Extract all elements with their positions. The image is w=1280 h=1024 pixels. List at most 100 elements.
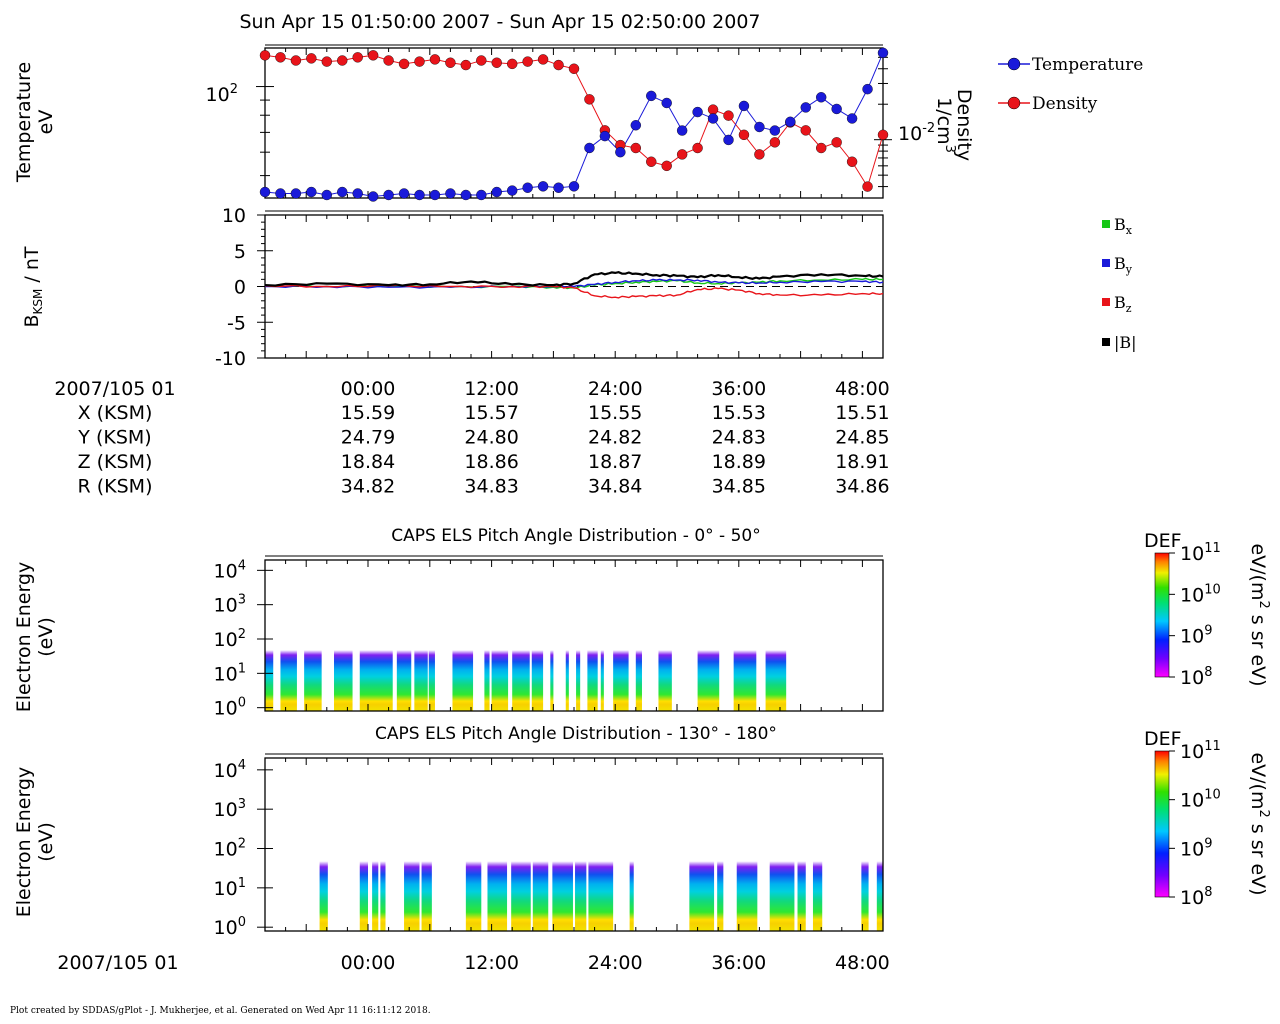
colorbar-tick-label: 1010: [1180, 582, 1221, 606]
spectrogram-block: [552, 836, 573, 931]
spectrogram-block: [265, 628, 274, 711]
spectrogram-block: [511, 836, 531, 931]
spectrogram-block: [421, 836, 432, 931]
spectrogram-block: [484, 628, 490, 711]
density-point: [754, 149, 765, 160]
density-point: [846, 156, 858, 167]
spectrogram-block: [465, 836, 482, 931]
density-point: [460, 59, 472, 71]
energy-ticks: 100 101 102 103 104: [214, 558, 884, 720]
y-tick-label: 5: [234, 241, 246, 263]
density-point: [646, 156, 657, 167]
ephemeris-value: 34.83: [464, 476, 518, 498]
spectrogram-block: [576, 628, 581, 711]
time-tick-label: 12:00: [464, 952, 519, 974]
temperature-point: [507, 185, 518, 196]
density-point: [337, 55, 348, 66]
energy-ticks: 100 101 102 103 104: [214, 758, 884, 939]
ephemeris-value: 18.89: [712, 451, 766, 473]
spectrogram-block: [587, 628, 598, 711]
ephemeris-value: 18.87: [588, 451, 642, 473]
ephemeris-label: R (KSM): [78, 476, 153, 498]
density-point: [383, 55, 394, 66]
y-tick-label: 102: [214, 837, 246, 861]
temperature-point: [800, 102, 811, 113]
density-point: [723, 110, 734, 121]
time-tick-label: 36:00: [711, 952, 766, 974]
temperature-point: [367, 191, 379, 202]
spectrogram-block: [717, 836, 724, 931]
spectrogram-block: [550, 628, 554, 711]
legend-bz: Bz: [1102, 293, 1132, 315]
magnetic-field-plot: [264, 215, 884, 358]
spectrogram-block: [765, 628, 787, 711]
ephemeris-value: 24.83: [712, 427, 766, 449]
time-tick-labels: 00:00 12:00 24:00 36:00 48:00: [341, 952, 890, 974]
temperature-point: [568, 181, 580, 192]
ephemeris-value: 15.57: [464, 402, 518, 424]
temperature-point: [306, 186, 317, 198]
ephemeris-value: 15.55: [588, 402, 642, 424]
temperature-point: [599, 130, 611, 142]
spectrogram-block: [380, 836, 386, 931]
energy-axis-label: Electron Energy: [13, 767, 35, 918]
temperature-point: [615, 146, 626, 158]
density-point: [367, 50, 379, 61]
density-point: [259, 50, 271, 61]
time-tick-label: 12:00: [464, 378, 519, 400]
time-tick-label: 48:00: [835, 378, 890, 400]
y-tick-label: -10: [215, 348, 246, 370]
density-point: [707, 104, 719, 115]
density-point: [831, 137, 842, 148]
temperature-point: [630, 120, 641, 131]
temperature-point: [383, 189, 394, 201]
spectrogram-block: [812, 836, 823, 931]
density-point: [630, 142, 641, 154]
temperature-point: [553, 182, 564, 193]
ephemeris-value: 34.86: [835, 476, 889, 498]
plasma-moments-plot: [259, 47, 889, 202]
ephemeris-value: 18.84: [341, 451, 395, 473]
spectrogram-block: [280, 628, 297, 711]
temperature-point: [352, 188, 363, 199]
ephemeris-label: X (KSM): [78, 402, 153, 424]
density-point: [429, 54, 441, 65]
temperature-point: [537, 181, 549, 192]
spectrogram-block: [635, 628, 642, 711]
temperature-point: [398, 188, 410, 199]
time-tick-label: 36:00: [711, 378, 766, 400]
temperature-point: [476, 189, 487, 201]
energy-axis-label: Electron Energy: [13, 562, 35, 713]
density-axis-unit: 1/cm3: [933, 97, 957, 153]
y-tick-label: 100: [214, 915, 246, 939]
figure-title: Sun Apr 15 01:50:00 2007 - Sun Apr 15 02…: [239, 11, 760, 33]
spectrogram-title: CAPS ELS Pitch Angle Distribution - 130°…: [375, 724, 777, 744]
legend-temperature: Temperature: [998, 55, 1143, 75]
ephemeris-rows: X (KSM) 15.59 15.57 15.55 15.53 15.51 Y (KSM) 2…: [77, 402, 889, 498]
spectrogram-block: [512, 628, 530, 711]
colorbar-tick-label: 1011: [1180, 541, 1221, 565]
spectrogram-block: [334, 628, 353, 711]
temperature-point: [491, 186, 502, 198]
density-point: [398, 58, 410, 70]
temperature-point: [785, 116, 796, 128]
spectrogram-title: CAPS ELS Pitch Angle Distribution - 0° -…: [391, 526, 760, 546]
legend-btot: |B|: [1102, 333, 1137, 352]
temperature-point: [584, 142, 595, 154]
time-tick-label: 00:00: [341, 952, 396, 974]
spectrogram-block: [769, 836, 795, 931]
spectrogram-block: [689, 836, 715, 931]
spectrogram-block: [304, 628, 322, 711]
ephemeris-value: 34.84: [588, 476, 642, 498]
density-point: [537, 54, 549, 65]
spectrogram-block: [491, 628, 509, 711]
legend-bx: Bx: [1102, 215, 1133, 237]
temperature-point: [275, 188, 286, 199]
density-point: [584, 94, 595, 105]
temperature-point: [259, 186, 271, 198]
density-point: [290, 55, 302, 66]
footer-credit: Plot created by SDDAS/gPlot - J. Mukherj…: [10, 1006, 431, 1016]
density-point: [738, 129, 750, 141]
